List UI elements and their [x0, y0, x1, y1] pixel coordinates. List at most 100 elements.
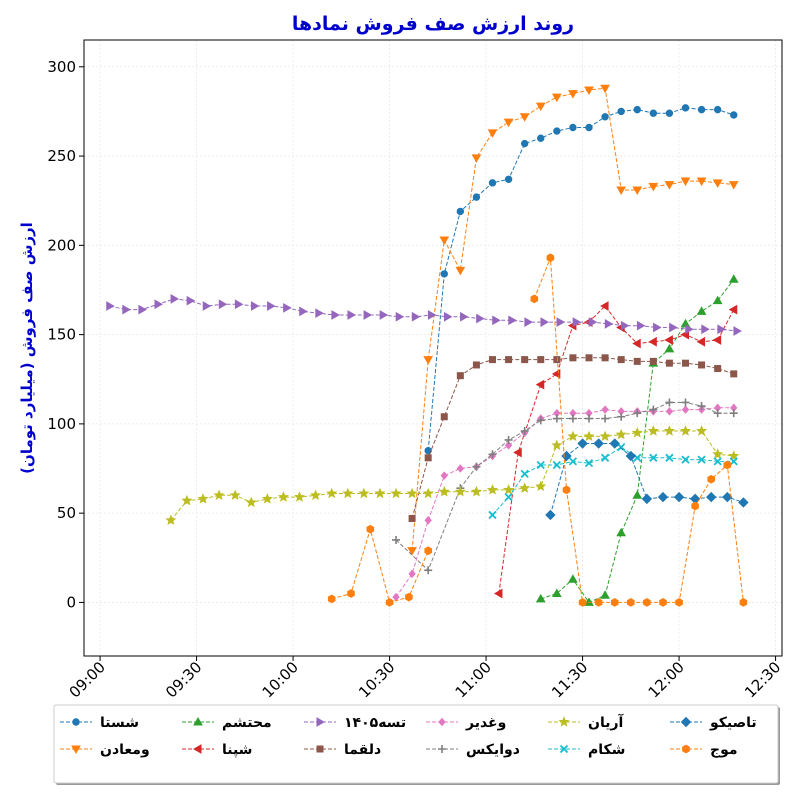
x-tick-label: 11:00	[452, 658, 495, 701]
series-line	[395, 402, 734, 572]
data-point	[697, 455, 706, 464]
data-point	[649, 357, 657, 365]
legend-item: آریان	[548, 713, 625, 731]
data-point	[632, 186, 643, 195]
data-point	[540, 317, 549, 327]
data-point	[456, 207, 465, 216]
data-point	[679, 425, 692, 436]
data-point	[520, 427, 529, 436]
data-point	[488, 179, 497, 187]
data-point	[601, 414, 610, 423]
data-point	[663, 425, 675, 436]
data-point	[456, 372, 464, 380]
data-point	[535, 379, 545, 390]
y-tick-label: 100	[47, 415, 76, 433]
data-point	[331, 310, 340, 320]
data-point	[583, 430, 595, 442]
data-point	[546, 253, 555, 263]
data-point	[487, 129, 498, 138]
data-point	[717, 324, 726, 335]
data-point	[489, 356, 497, 364]
data-point	[424, 516, 432, 525]
legend-marker	[682, 744, 690, 754]
data-point	[664, 343, 675, 353]
data-point	[568, 414, 577, 423]
data-point	[504, 492, 513, 502]
data-point	[326, 487, 338, 499]
data-point	[347, 310, 356, 320]
data-point	[165, 514, 177, 525]
data-point	[440, 471, 448, 480]
data-point	[530, 294, 539, 304]
data-point	[520, 469, 529, 479]
x-tick-label: 12:30	[741, 658, 784, 701]
data-point	[617, 356, 625, 364]
data-point	[379, 310, 389, 320]
data-point	[552, 414, 561, 423]
data-point	[680, 177, 691, 187]
data-point	[366, 524, 375, 534]
data-point	[568, 574, 578, 583]
legend-marker	[71, 745, 81, 755]
data-point	[521, 356, 529, 364]
series-2	[535, 274, 739, 606]
data-point	[631, 426, 643, 438]
y-tick-label: 200	[47, 236, 76, 254]
data-point	[488, 450, 497, 459]
legend-item: شپنا	[182, 742, 252, 758]
data-point	[556, 317, 566, 327]
data-point	[649, 109, 658, 117]
data-point	[633, 357, 641, 365]
data-point	[138, 304, 147, 315]
data-point	[390, 487, 402, 499]
data-point	[408, 569, 416, 579]
data-point	[649, 453, 658, 462]
data-point	[665, 398, 674, 407]
data-point	[604, 319, 614, 329]
data-point	[229, 489, 241, 500]
data-point	[712, 448, 724, 459]
data-point	[374, 487, 386, 499]
data-point	[616, 527, 627, 537]
data-point	[681, 398, 690, 407]
data-point	[310, 489, 322, 500]
data-point	[553, 356, 561, 364]
data-point	[599, 430, 611, 442]
legend-label: وغدیر	[465, 715, 506, 731]
series-8	[165, 425, 740, 525]
legend-marker	[559, 744, 569, 754]
data-point	[648, 182, 659, 192]
data-point	[122, 304, 131, 315]
data-point	[620, 320, 630, 331]
data-point	[471, 154, 482, 163]
legend-marker	[72, 718, 80, 726]
data-point	[455, 266, 466, 276]
y-axis-label: ارزش صف فروش (میلیارد تومان)	[18, 222, 36, 474]
data-point	[245, 496, 257, 508]
data-point	[503, 118, 514, 128]
data-point	[186, 295, 196, 306]
data-point	[691, 501, 699, 511]
series-10	[545, 438, 749, 521]
legend: شستا ومعادن محتشم شپنا تسه۱۴۰۵ دلقما وغدیر دوای…	[53, 704, 780, 785]
data-point	[552, 460, 561, 470]
data-point	[342, 487, 354, 499]
legend-label: موج	[710, 742, 738, 758]
data-point	[486, 484, 499, 495]
x-tick-label: 11:30	[548, 658, 591, 701]
data-point	[617, 412, 626, 421]
data-point	[665, 109, 674, 117]
legend-label: محتشم	[222, 715, 272, 731]
data-point	[488, 510, 497, 520]
data-point	[385, 598, 394, 607]
data-point	[664, 335, 673, 345]
legend-item: محتشم	[182, 715, 272, 731]
y-tick-label: 0	[66, 593, 76, 611]
data-point	[443, 311, 453, 322]
data-point	[739, 598, 748, 607]
data-point	[562, 485, 571, 495]
data-point	[701, 324, 710, 335]
data-point	[681, 104, 690, 112]
data-point	[600, 301, 609, 311]
data-point	[568, 90, 578, 99]
